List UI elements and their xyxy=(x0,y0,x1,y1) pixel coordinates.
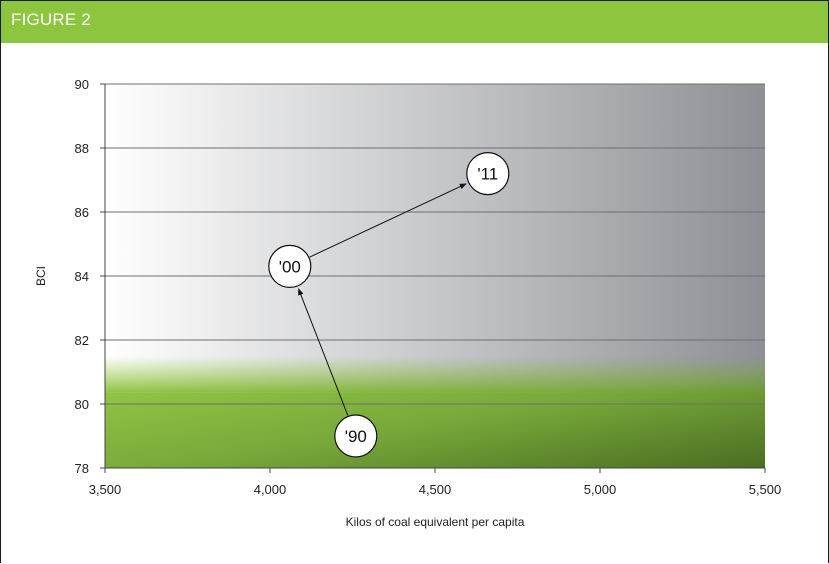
x-tick-label: 4,000 xyxy=(254,482,287,497)
x-tick-label: 5,500 xyxy=(749,482,782,497)
green-band xyxy=(105,356,765,468)
y-tick-label: 88 xyxy=(75,141,89,156)
x-axis-ticks: 3,500 4,000 4,500 5,000 5,500 xyxy=(89,468,782,497)
data-point-marker xyxy=(268,244,312,288)
data-points: '90 '00 '11 xyxy=(268,152,510,458)
x-tick-label: 3,500 xyxy=(89,482,122,497)
y-axis-label: BCI xyxy=(34,266,48,286)
figure-header: FIGURE 2 xyxy=(1,1,828,43)
y-tick-label: 78 xyxy=(75,461,89,476)
trend-arrows xyxy=(298,183,467,416)
y-tick-label: 80 xyxy=(75,397,89,412)
gridlines xyxy=(105,83,765,405)
y-tick-label: 90 xyxy=(75,77,89,92)
x-tick-label: 5,000 xyxy=(584,482,617,497)
data-point-marker xyxy=(466,152,510,196)
data-point-label: '11 xyxy=(477,165,498,184)
y-tick-label: 84 xyxy=(75,269,89,284)
trend-arrow xyxy=(309,183,467,258)
data-point-label: '90 xyxy=(345,427,367,446)
data-point-marker xyxy=(334,414,378,458)
y-tick-label: 86 xyxy=(75,205,89,220)
x-axis-label: Kilos of coal equivalent per capita xyxy=(346,515,525,529)
x-tick-label: 4,500 xyxy=(419,482,452,497)
trend-arrow xyxy=(298,288,349,416)
y-axis-ticks: 78 80 82 84 86 88 90 xyxy=(75,77,105,476)
y-tick-label: 82 xyxy=(75,333,89,348)
data-point-label: '00 xyxy=(279,257,301,276)
figure-title: FIGURE 2 xyxy=(11,10,92,29)
